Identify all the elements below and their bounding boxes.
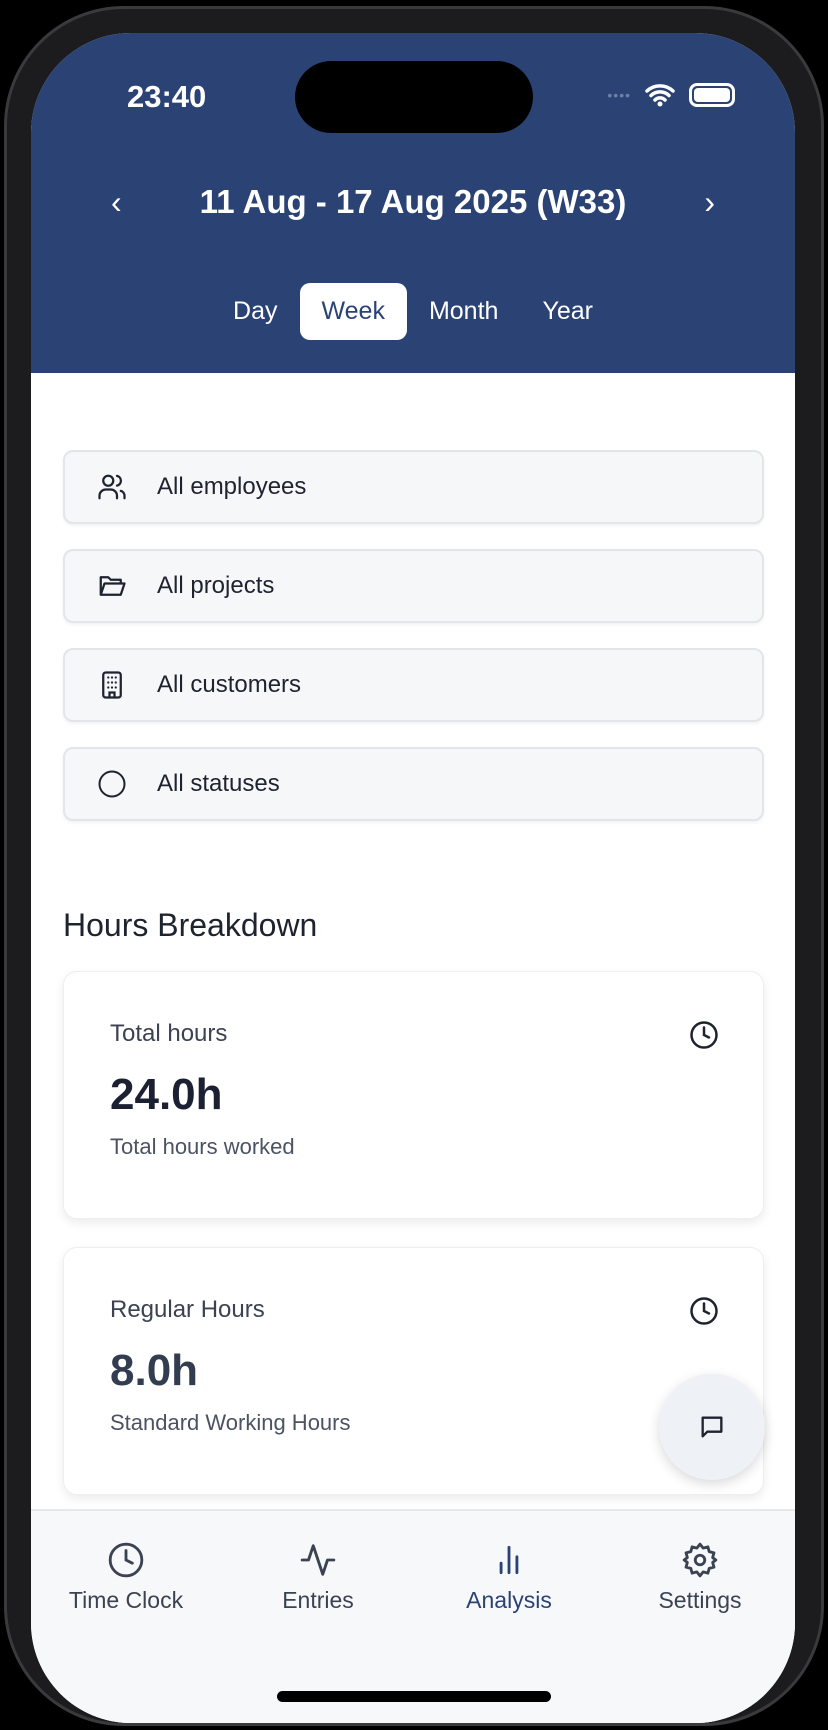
filter-label: All customers — [157, 671, 302, 698]
bottom-nav: Time Clock Entries Analysis Settings — [31, 1509, 795, 1723]
nav-label: Entries — [282, 1587, 354, 1613]
signal-icon: •••• — [607, 87, 631, 103]
filter-label: All employees — [157, 473, 307, 500]
clock-icon — [690, 1021, 718, 1049]
clock-icon — [690, 1297, 718, 1325]
battery-icon — [689, 83, 735, 107]
card-value: 8.0h — [110, 1346, 199, 1395]
next-period-button[interactable]: › — [704, 183, 715, 220]
nav-analysis[interactable]: Analysis — [414, 1541, 604, 1614]
activity-icon — [300, 1544, 336, 1576]
dynamic-island — [295, 61, 533, 133]
section-title: Hours Breakdown — [63, 907, 318, 943]
message-icon — [701, 1416, 723, 1438]
tab-month[interactable]: Month — [428, 297, 499, 325]
period-tabs: Day Week Month Year — [31, 283, 795, 340]
nav-settings[interactable]: Settings — [605, 1541, 795, 1614]
filter-projects[interactable]: All projects — [63, 549, 764, 623]
folder-icon — [99, 576, 126, 596]
status-icons: •••• — [607, 83, 735, 107]
circle-icon — [98, 770, 126, 798]
chat-button[interactable] — [659, 1374, 765, 1480]
nav-time-clock[interactable]: Time Clock — [31, 1541, 221, 1614]
date-range-title: 11 Aug - 17 Aug 2025 (W33) — [199, 183, 627, 220]
gear-icon — [682, 1542, 718, 1578]
card-title: Regular Hours — [110, 1296, 265, 1323]
card-subtitle: Total hours worked — [110, 1134, 295, 1159]
card-value: 24.0h — [110, 1070, 223, 1119]
screen: 23:40 •••• ‹ 11 Aug - 17 Aug 2025 (W33) … — [31, 33, 795, 1723]
filter-employees[interactable]: All employees — [63, 450, 764, 524]
clock-icon — [108, 1542, 144, 1578]
status-time: 23:40 — [127, 79, 207, 114]
home-indicator[interactable] — [277, 1691, 551, 1702]
tab-year[interactable]: Year — [542, 297, 593, 325]
wifi-icon — [645, 84, 675, 107]
card-subtitle: Standard Working Hours — [110, 1410, 351, 1435]
header: 23:40 •••• ‹ 11 Aug - 17 Aug 2025 (W33) … — [31, 33, 795, 373]
filter-statuses[interactable]: All statuses — [63, 747, 764, 821]
regular-hours-card: Regular Hours 8.0h Standard Working Hour… — [63, 1247, 764, 1495]
nav-label: Analysis — [466, 1587, 552, 1613]
nav-entries[interactable]: Entries — [223, 1541, 413, 1614]
building-icon — [102, 671, 122, 699]
tab-week[interactable]: Week — [299, 283, 407, 340]
filter-label: All projects — [157, 572, 275, 599]
total-hours-card: Total hours 24.0h Total hours worked — [63, 971, 764, 1219]
nav-label: Time Clock — [68, 1587, 184, 1613]
prev-period-button[interactable]: ‹ — [111, 183, 122, 220]
card-title: Total hours — [110, 1020, 228, 1047]
filter-customers[interactable]: All customers — [63, 648, 764, 722]
nav-label: Settings — [658, 1587, 742, 1613]
bar-chart-icon — [499, 1545, 519, 1575]
users-icon — [98, 474, 126, 500]
filter-label: All statuses — [157, 770, 280, 797]
tab-day[interactable]: Day — [233, 297, 278, 325]
